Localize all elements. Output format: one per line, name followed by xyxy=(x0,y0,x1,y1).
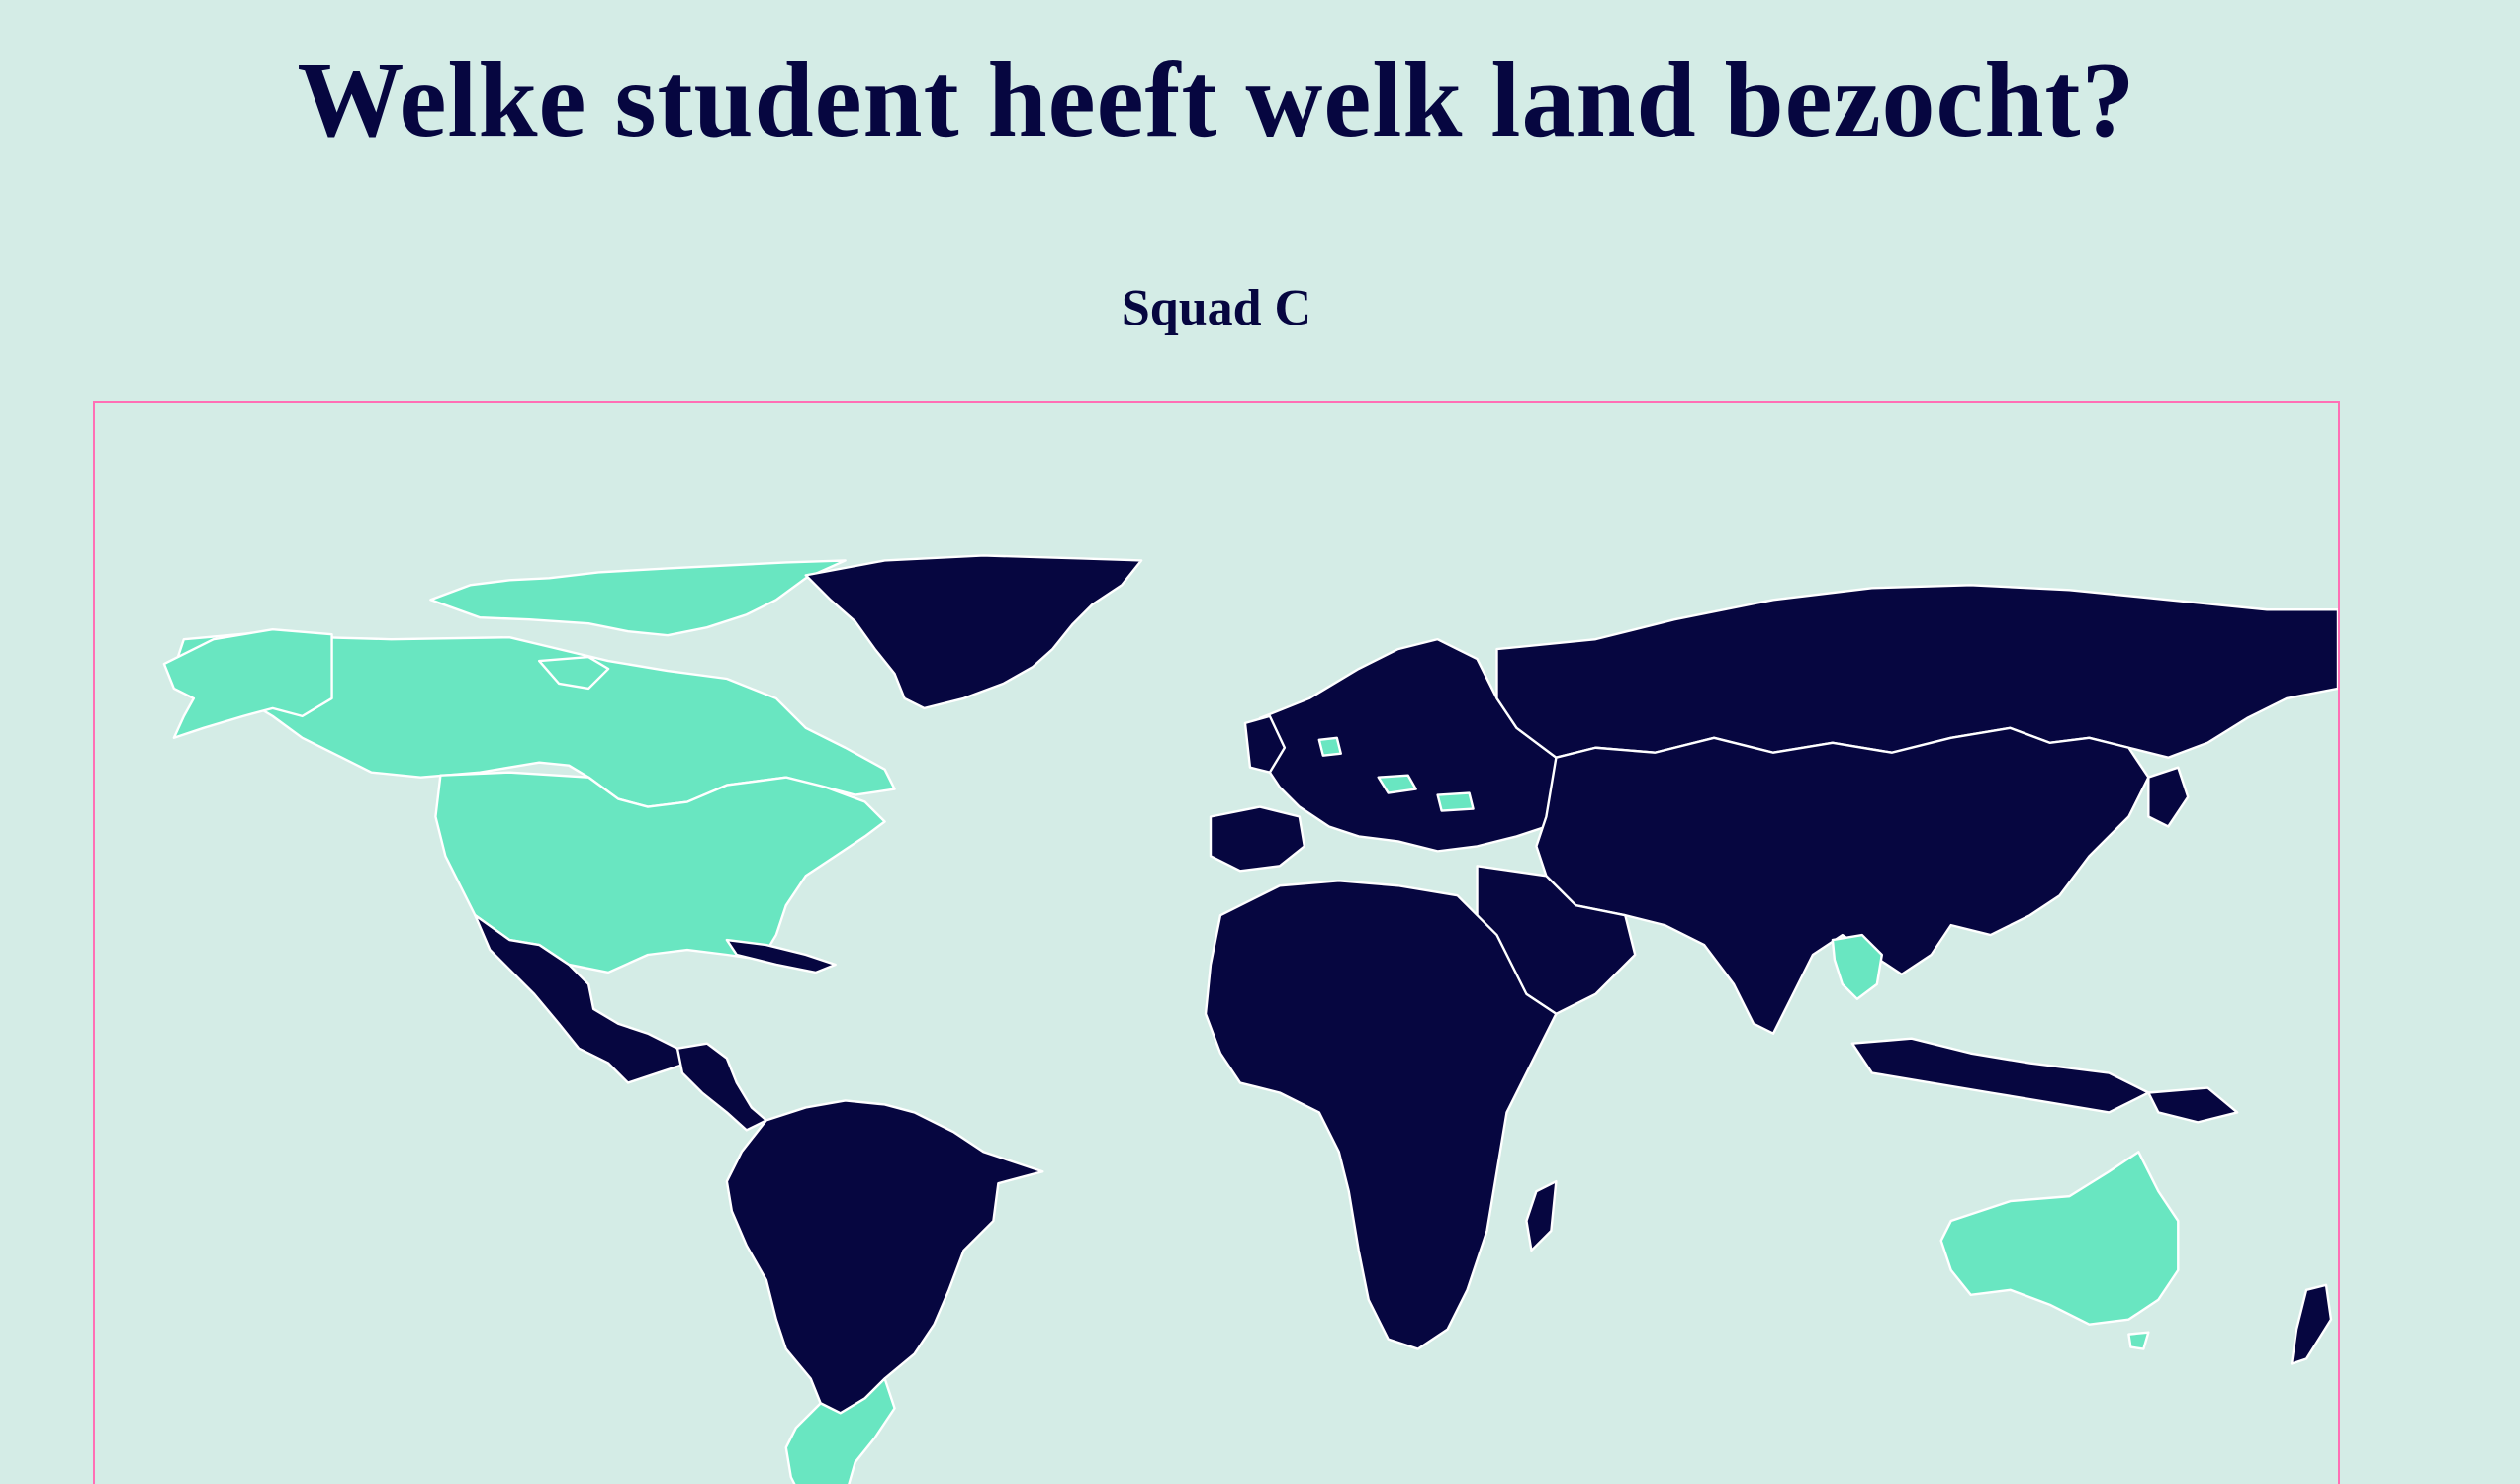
country-japan[interactable] xyxy=(2147,766,2190,828)
country-asia[interactable] xyxy=(1535,726,2150,1035)
country-madagascar[interactable] xyxy=(1525,1179,1558,1252)
country-canada[interactable] xyxy=(172,559,896,808)
country-hungary[interactable] xyxy=(1377,774,1417,794)
country-argentina[interactable] xyxy=(784,1377,896,1484)
country-new-zealand[interactable] xyxy=(2290,1283,2333,1365)
country-south-america[interactable] xyxy=(725,1099,1044,1415)
squad-subtitle: Squad C xyxy=(1121,280,1312,336)
world-map xyxy=(162,554,2339,1484)
country-russia[interactable] xyxy=(1495,584,2339,759)
country-alaska[interactable] xyxy=(162,627,333,739)
country-uk[interactable] xyxy=(1243,714,1287,774)
country-bulgaria[interactable] xyxy=(1436,791,1475,812)
country-thailand[interactable] xyxy=(1831,933,1884,1001)
world-map-frame xyxy=(93,401,2340,1484)
country-greenland[interactable] xyxy=(804,554,1143,710)
country-central-america[interactable] xyxy=(675,1042,768,1132)
country-tasmania[interactable] xyxy=(2127,1331,2150,1350)
country-netherlands[interactable] xyxy=(1317,736,1342,757)
country-australia[interactable] xyxy=(1939,1151,2180,1326)
country-africa[interactable] xyxy=(1204,880,1558,1350)
country-indonesia[interactable] xyxy=(1850,1037,2150,1114)
country-caribbean[interactable] xyxy=(725,938,837,974)
page-title: Welke student heeft welk land bezocht? xyxy=(297,42,2136,159)
country-iberia[interactable] xyxy=(1209,805,1306,873)
country-papua[interactable] xyxy=(2147,1086,2239,1124)
